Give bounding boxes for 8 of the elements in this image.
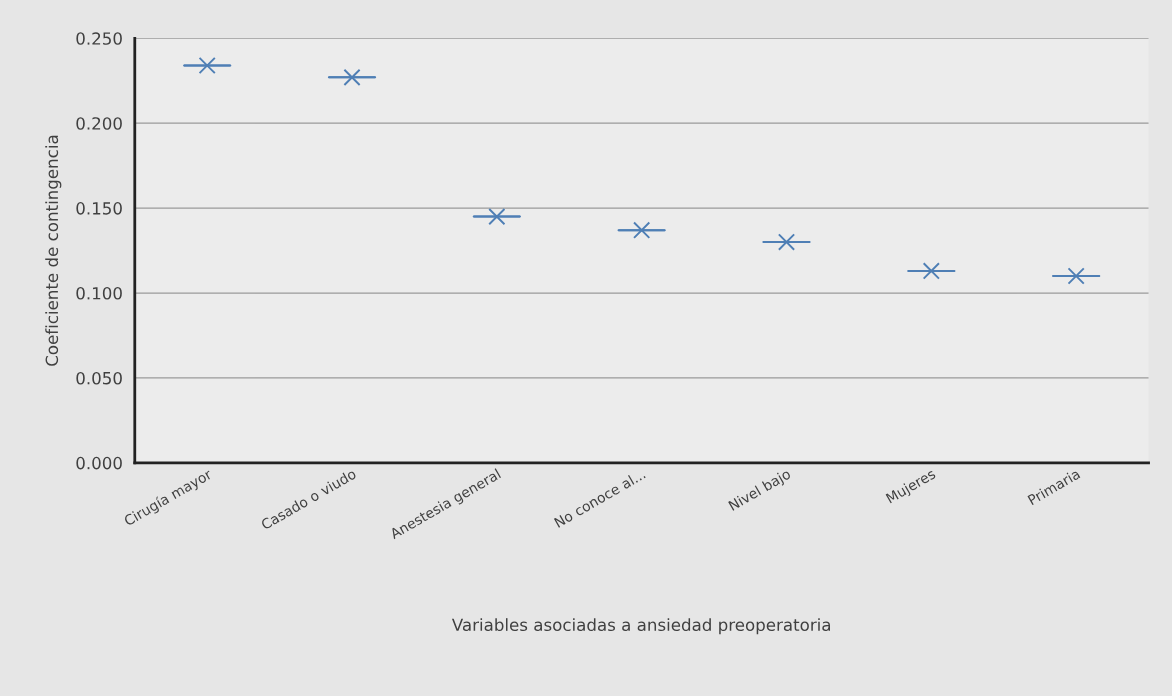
y-axis-title: Coeficiente de contingencia	[45, 135, 62, 366]
y-tick-label: 0.050	[76, 371, 122, 385]
y-tick-label: 0.250	[76, 32, 122, 45]
y-tick-label: 0.100	[76, 286, 122, 300]
y-tick-label: 0.200	[76, 117, 122, 130]
y-tick-label: 0.150	[76, 202, 122, 215]
y-tick-label: 0.000	[76, 456, 122, 470]
x-axis-title: Variables asociadas a ansiedad preoperatoria	[451, 618, 830, 635]
